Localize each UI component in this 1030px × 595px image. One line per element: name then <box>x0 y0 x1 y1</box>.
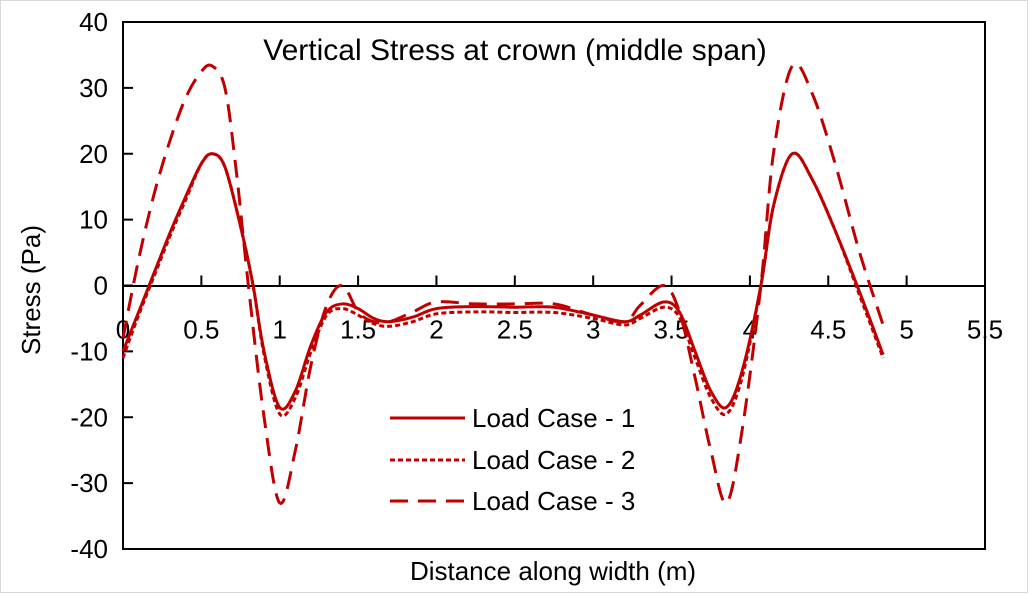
x-tick-label: 5 <box>899 315 913 345</box>
x-tick-label: 1 <box>272 315 286 345</box>
y-axis: 40 30 20 10 0 -10 -20 -30 -40 <box>70 7 133 564</box>
y-tick-label: -40 <box>70 534 108 564</box>
legend-item-load-case-1: Load Case - 1 <box>390 403 635 433</box>
x-tick-label: 3 <box>586 315 600 345</box>
legend-label: Load Case - 3 <box>472 486 635 516</box>
series-line-3 <box>121 62 885 505</box>
x-axis-title: Distance along width (m) <box>410 556 696 586</box>
legend-label: Load Case - 1 <box>472 403 635 433</box>
x-tick-label: 1.5 <box>340 315 376 345</box>
x-tick-label: 4.5 <box>810 315 846 345</box>
y-tick-label: 20 <box>79 139 108 169</box>
y-tick-label: 40 <box>79 7 108 37</box>
series-group <box>121 62 885 505</box>
y-tick-label: 0 <box>94 271 108 301</box>
y-tick-label: -30 <box>70 468 108 498</box>
y-tick-label: 10 <box>79 205 108 235</box>
y-tick-label: 30 <box>79 73 108 103</box>
chart-title: Vertical Stress at crown (middle span) <box>263 34 767 67</box>
legend-item-load-case-3: Load Case - 3 <box>390 486 635 516</box>
x-axis: 0 0.5 1 1.5 2 2.5 3 3.5 4 4.5 5 5.5 <box>116 275 1003 345</box>
x-tick-label: 2.5 <box>497 315 533 345</box>
x-tick-label: 0.5 <box>183 315 219 345</box>
y-axis-title: Stress (Pa) <box>16 225 46 355</box>
y-tick-label: -10 <box>70 336 108 366</box>
legend-item-load-case-2: Load Case - 2 <box>390 445 635 475</box>
legend-label: Load Case - 2 <box>472 445 635 475</box>
y-tick-label: -20 <box>70 402 108 432</box>
x-tick-label: 2 <box>429 315 443 345</box>
legend: Load Case - 1 Load Case - 2 Load Case - … <box>390 403 635 516</box>
x-tick-label: 5.5 <box>967 315 1003 345</box>
